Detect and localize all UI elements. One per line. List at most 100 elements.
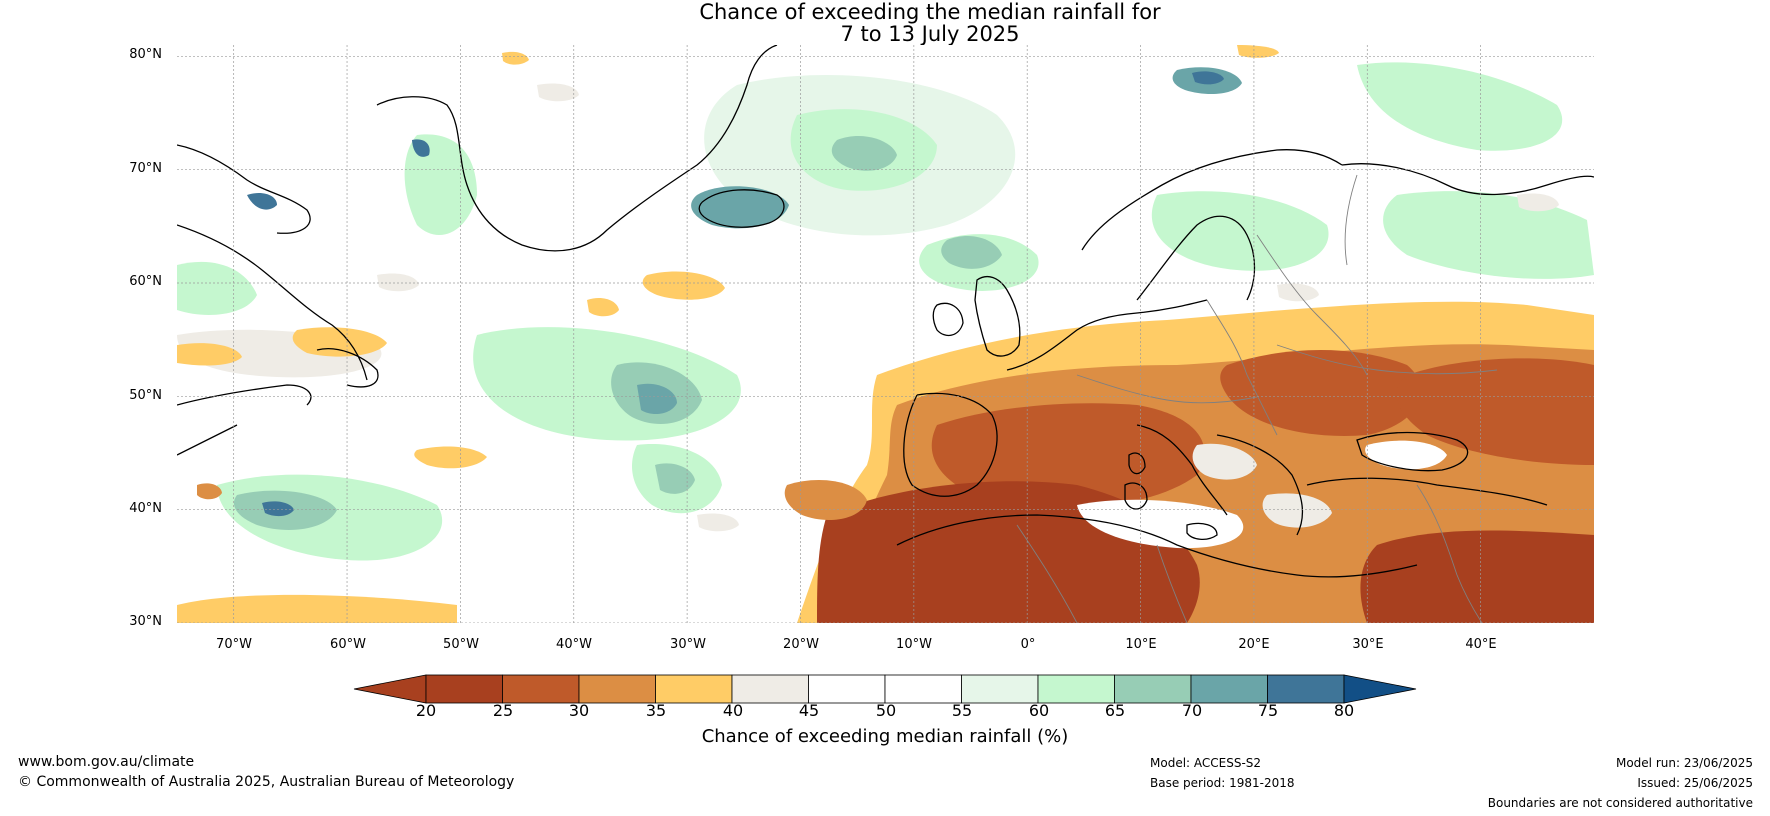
colorbar-tick-60: 60 [1028,701,1050,720]
field-patch-norway-sea-teal [941,235,1002,269]
coast-iberia [903,392,998,497]
map-title: Chance of exceeding the median rainfall … [699,0,1161,24]
border-1 [1206,299,1278,436]
border-5 [1416,484,1483,623]
colorbar-tick-45: 45 [798,701,820,720]
coast-corsica [1128,452,1146,475]
footer-model: Model: ACCESS-S2 [1150,756,1262,770]
coastlines [177,45,1594,578]
coast-north-africa [896,514,1418,578]
colorbar-swatch-10 [1190,674,1268,704]
field-patch-russia-green [1383,191,1594,279]
coast-us-east [177,424,238,456]
colorbar-tick-65: 65 [1104,701,1126,720]
field-patch-azores-blue [262,501,294,517]
colorbar-tick-25: 25 [492,701,514,720]
field-patch-balkans-rust [1220,350,1422,436]
probability-map [177,45,1594,623]
field-patch-azores-orange [197,483,222,500]
field-patch-atlantic-south-yellow [177,594,457,623]
coast-europe-west [1006,299,1208,371]
coast-ireland [932,302,964,337]
field-patch-turkey-rust [1396,358,1594,465]
lon-label-10e: 10°E [1125,637,1157,652]
footer-copyright: © Commonwealth of Australia 2025, Austra… [18,774,515,790]
field-patch-newfoundland-yellow [292,327,387,357]
footer-url[interactable]: www.bom.gov.au/climate [18,754,195,770]
border-2 [1256,234,1368,376]
colorbar-tick-40: 40 [722,701,744,720]
lon-label-20w: 20°W [783,637,819,652]
colorbar-swatch-0 [425,674,503,704]
map-panel[interactable] [177,45,1594,623]
coast-greenland [376,45,778,252]
footer-issued: Issued: 25/06/2025 [1637,776,1753,790]
coast-norway [1081,149,1343,251]
coast-black-sea [1356,431,1469,472]
colorbar-tick-70: 70 [1181,701,1203,720]
field-patch-baltic-green [1151,191,1329,271]
lon-label-50w: 50°W [443,637,479,652]
field-patch-yellow-small-2 [1237,45,1279,58]
coast-italy [1136,424,1228,516]
field-patch-mediterranean-white [1077,499,1244,549]
colorbar-swatch-5 [808,674,886,704]
lat-label-50n: 50°N [129,388,162,403]
field-patch-greenland-sea-teal [831,135,897,171]
border-3 [1076,374,1258,404]
coast-russia-north [1341,163,1594,196]
colorbar-swatch-11 [1267,674,1345,704]
lon-label-0: 0° [1020,637,1036,652]
map-subtitle-dates: 7 to 13 July 2025 [840,22,1020,46]
colorbar-extend-high [1343,674,1417,704]
coast-sweden-finland [1136,215,1256,301]
colorbar-swatch-1 [502,674,580,704]
lon-label-40w: 40°W [556,637,592,652]
lon-label-10w: 10°W [896,637,932,652]
probability-fields [177,45,1594,623]
field-patch-svalbard-blue [1192,71,1224,85]
lat-label-30n: 30°N [129,614,162,629]
footer-model-run: Model run: 23/06/2025 [1615,756,1753,770]
coast-newfoundland [316,348,379,388]
field-patch-mid-ocean-yellow [642,271,725,300]
field-patch-iceland-teal [691,186,789,229]
coast-turkey [1306,477,1548,506]
field-patch-labrador-yellow [177,343,242,366]
footer-base-period: Base period: 1981-2018 [1150,776,1295,790]
colorbar-swatch-4 [731,674,809,704]
field-patch-canary-teal [655,463,695,494]
colorbar-tick-75: 75 [1257,701,1279,720]
coast-iceland [698,189,785,228]
field-patch-baffin-blue [247,193,277,210]
colorbar-tick-80: 80 [1333,701,1355,720]
lat-label-80n: 80°N [129,47,162,62]
coast-baffin [177,144,311,234]
field-patch-grey-4 [377,273,419,292]
lon-label-30w: 30°W [670,637,706,652]
gridlines [177,45,1594,623]
colorbar-tick-30: 30 [568,701,590,720]
field-patch-greece-beige [1262,493,1332,528]
field-patch-grey-1 [537,83,579,102]
national-borders [1016,174,1498,623]
colorbar-extend-low [353,674,427,704]
lon-label-30e: 30°E [1352,637,1384,652]
field-patch-adriatic-white [1192,443,1257,480]
footer-disclaimer: Boundaries are not considered authoritat… [1487,796,1753,810]
coast-sicily [1186,522,1218,540]
field-patch-barents-green [1357,62,1563,151]
field-patch-greenland-east-green [404,134,477,235]
lat-label-40n: 40°N [129,501,162,516]
colorbar-tick-50: 50 [875,701,897,720]
field-patch-mid-ocean-yellow2 [587,298,619,317]
field-patch-mid-atlantic-deep [637,383,677,415]
colorbar-swatch-8 [1037,674,1115,704]
lon-label-40e: 40°E [1465,637,1497,652]
field-patch-greenland-blue [412,139,430,157]
border-7 [1156,544,1188,623]
coast-balkans [1216,434,1304,536]
field-patch-libya-brown [1360,530,1594,623]
colorbar-tick-35: 35 [645,701,667,720]
